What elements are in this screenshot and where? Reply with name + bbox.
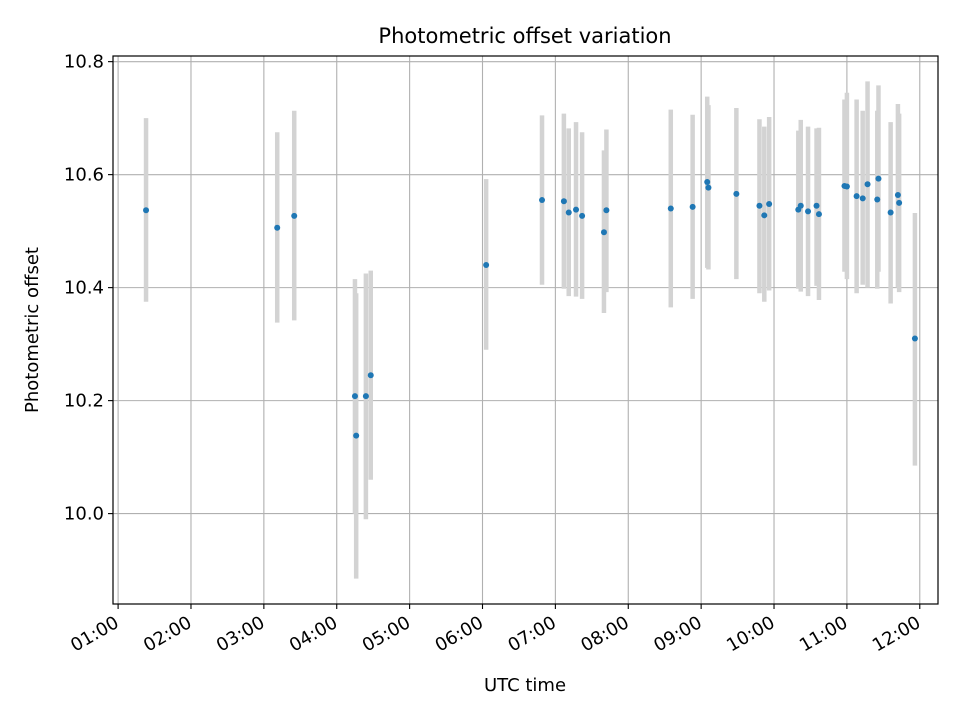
data-point — [704, 178, 711, 185]
data-point — [733, 190, 740, 197]
data-point — [756, 202, 763, 209]
data-point — [797, 202, 804, 209]
y-tick-label: 10.4 — [64, 278, 104, 299]
x-tick-label: 05:00 — [359, 612, 414, 656]
x-tick-label: 04:00 — [286, 612, 341, 656]
data-point — [353, 432, 360, 439]
y-tick-label: 10.6 — [64, 165, 104, 186]
data-point — [291, 212, 298, 219]
y-axis-ticks: 10.0 10.2 10.4 10.6 10.8 — [64, 52, 113, 525]
y-axis-title: Photometric offset — [22, 247, 43, 413]
data-point — [573, 206, 580, 213]
x-tick-label: 11:00 — [796, 612, 851, 656]
grid-lines — [113, 56, 938, 604]
x-axis-ticks: 01:00 02:00 03:00 04:00 05:00 06:00 07:00 08:00… — [67, 604, 924, 656]
data-point — [689, 203, 696, 210]
data-points — [143, 175, 918, 439]
data-point — [705, 184, 712, 191]
data-point — [911, 335, 918, 342]
data-point — [667, 205, 674, 212]
x-tick-label: 12:00 — [869, 612, 924, 656]
data-point — [274, 224, 281, 231]
error-bars — [143, 81, 918, 579]
x-tick-label: 07:00 — [504, 612, 559, 656]
x-tick-label: 10:00 — [723, 612, 778, 656]
y-tick-label: 10.8 — [64, 52, 104, 73]
data-point — [887, 209, 894, 216]
y-tick-label: 10.2 — [64, 391, 104, 412]
data-point — [766, 201, 773, 208]
data-point — [805, 208, 812, 215]
data-point — [894, 191, 901, 198]
data-point — [362, 393, 369, 400]
data-point — [815, 211, 822, 218]
x-tick-label: 03:00 — [213, 612, 268, 656]
data-point — [853, 193, 860, 200]
data-point — [874, 196, 881, 203]
x-tick-label: 06:00 — [432, 612, 487, 656]
data-point — [367, 372, 374, 379]
data-point — [603, 207, 610, 214]
data-point — [864, 181, 871, 188]
chart-title: Photometric offset variation — [378, 24, 671, 48]
data-point — [813, 202, 820, 209]
y-tick-label: 10.0 — [64, 504, 104, 525]
data-point — [539, 197, 546, 204]
data-point — [859, 195, 866, 202]
data-point — [560, 198, 567, 205]
x-tick-label: 09:00 — [650, 612, 705, 656]
x-tick-label: 01:00 — [67, 612, 122, 656]
data-point — [579, 212, 586, 219]
x-tick-label: 02:00 — [140, 612, 195, 656]
data-point — [875, 175, 882, 182]
data-point — [600, 229, 607, 236]
data-point — [896, 199, 903, 206]
data-point — [351, 393, 358, 400]
x-axis-title: UTC time — [484, 675, 566, 696]
data-point — [565, 209, 572, 216]
plot-frame — [112, 55, 939, 605]
data-point — [843, 183, 850, 190]
data-point — [143, 207, 150, 214]
x-tick-label: 08:00 — [577, 612, 632, 656]
data-point — [761, 212, 768, 219]
data-point — [483, 262, 490, 269]
